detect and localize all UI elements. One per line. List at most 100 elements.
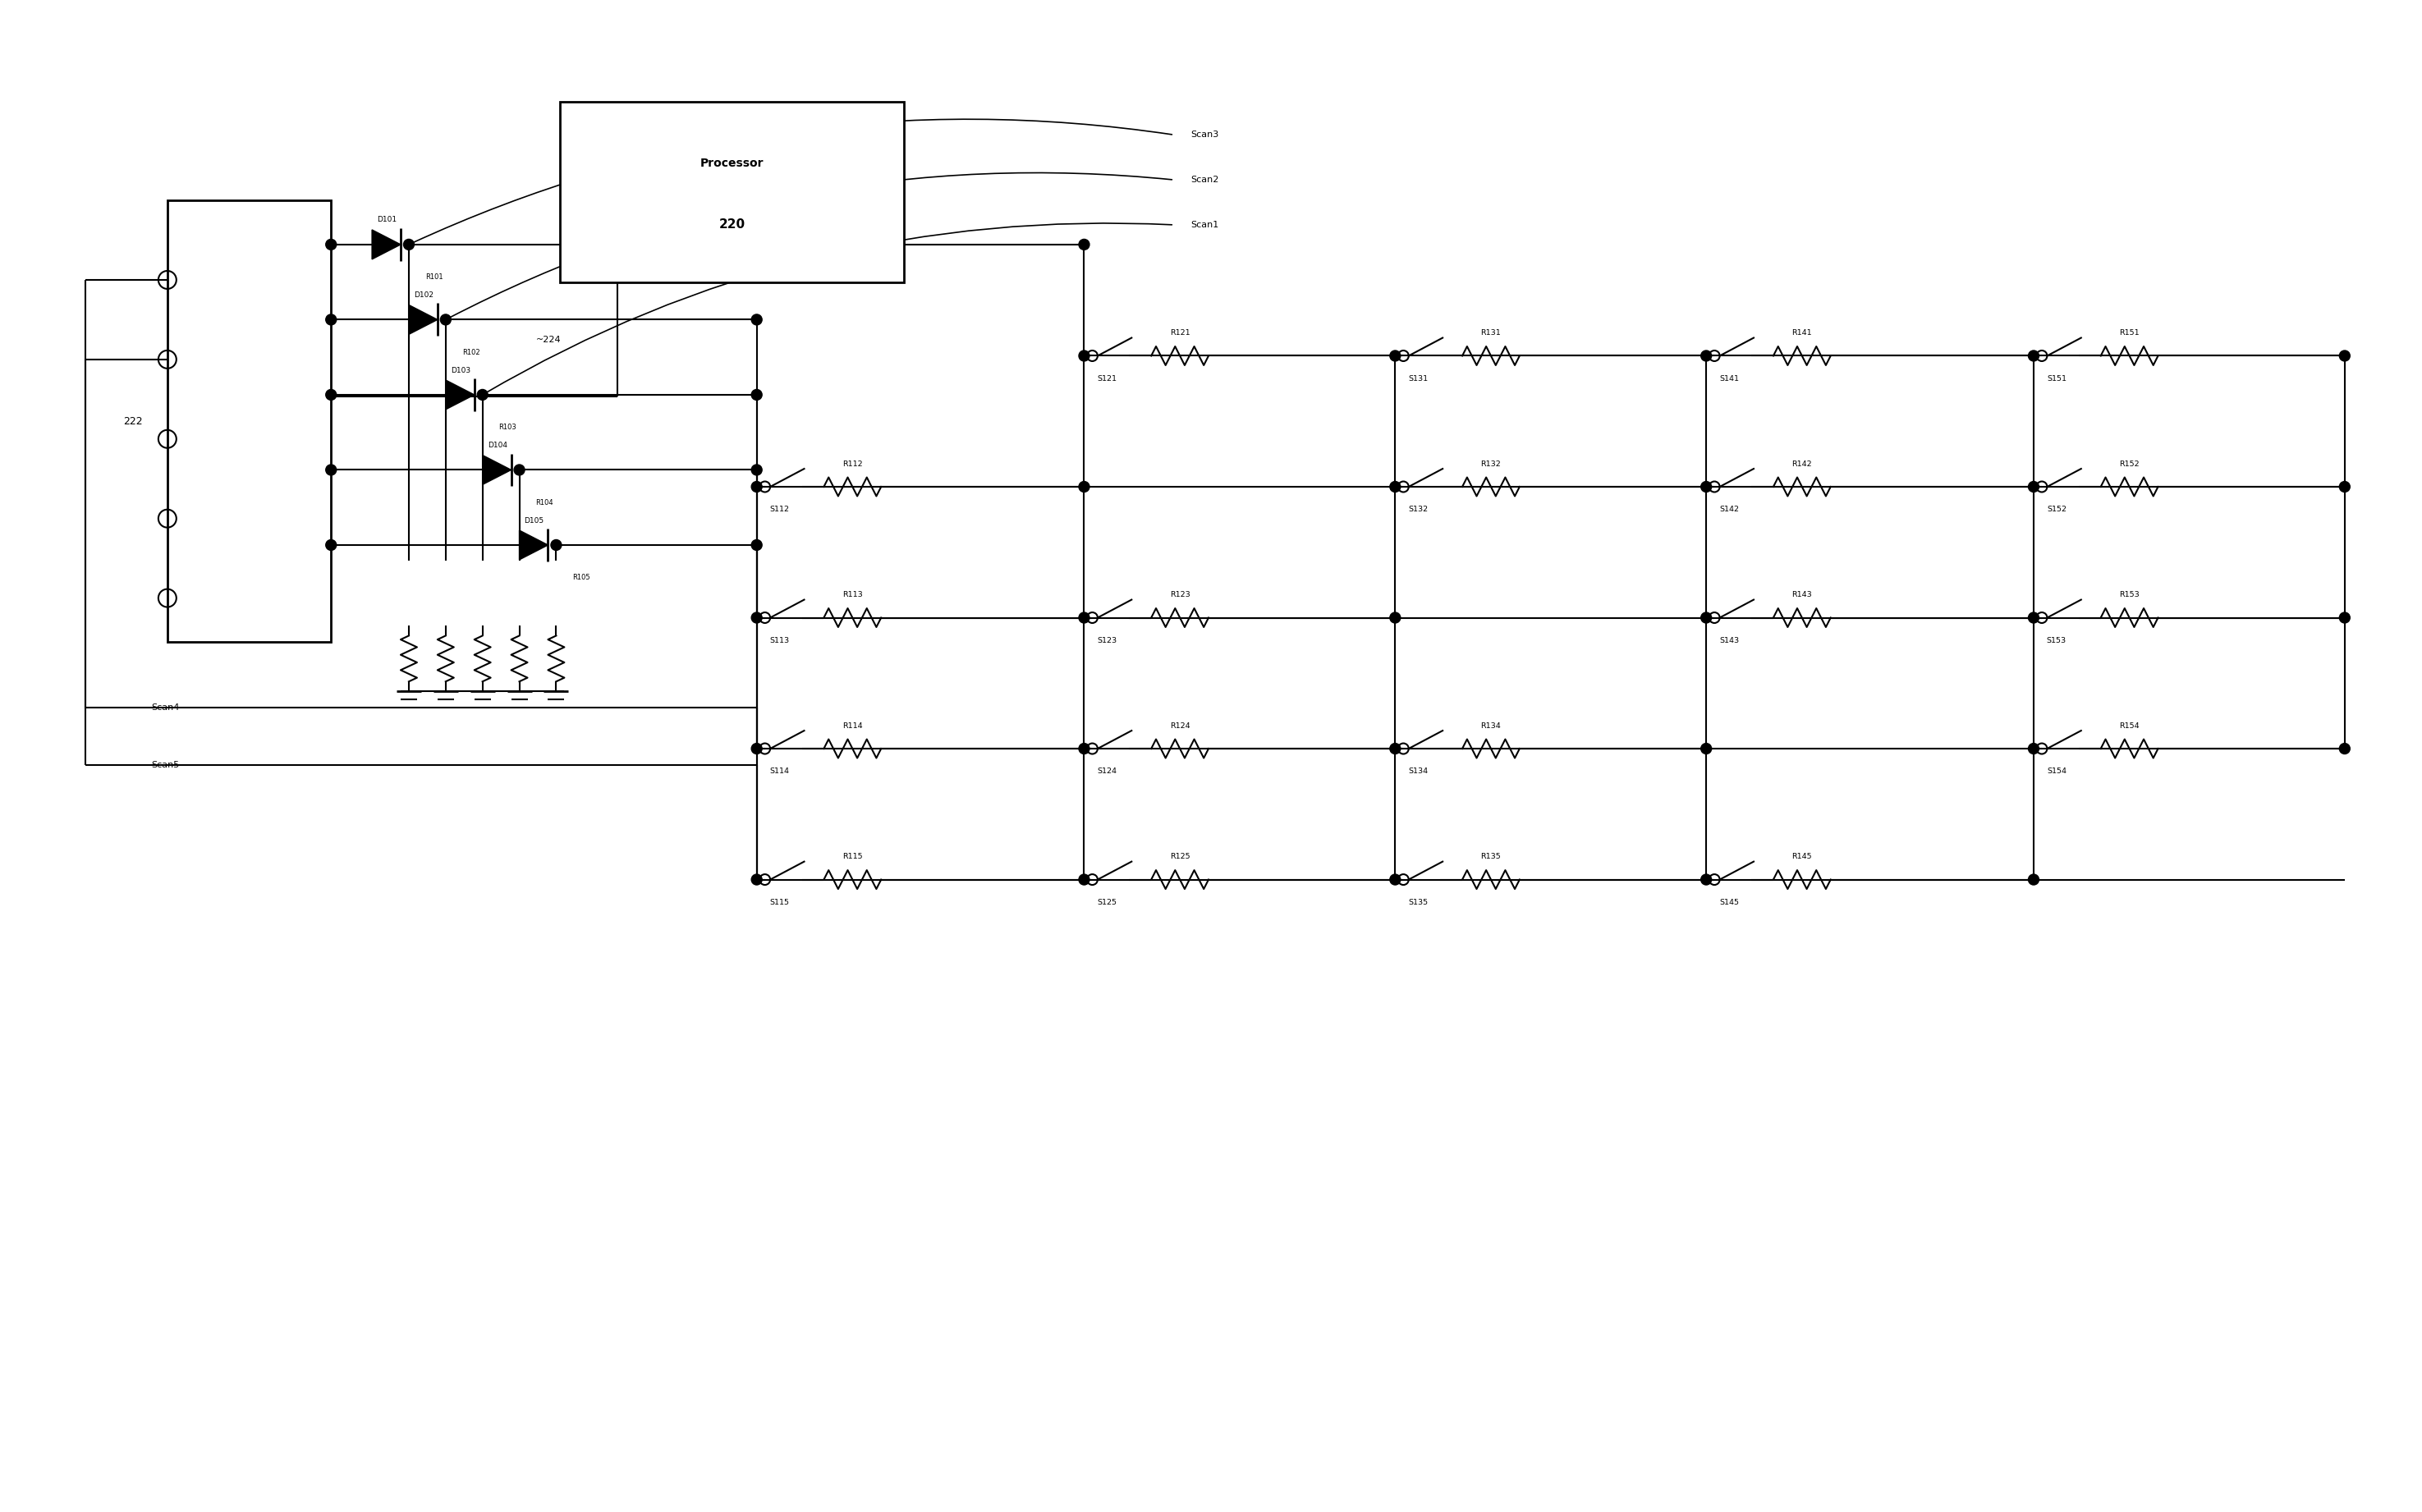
Text: ~224: ~224 (535, 336, 562, 343)
Circle shape (477, 390, 487, 401)
Text: S143: S143 (1720, 637, 1739, 644)
Polygon shape (373, 230, 400, 259)
Text: S142: S142 (1720, 507, 1739, 514)
Text: S151: S151 (2047, 375, 2066, 383)
Text: R101: R101 (426, 274, 443, 281)
Text: R105: R105 (572, 575, 591, 582)
Circle shape (1390, 874, 1400, 885)
Text: Scan3: Scan3 (1192, 130, 1218, 139)
Circle shape (751, 744, 763, 754)
Circle shape (1078, 612, 1090, 623)
Circle shape (2027, 612, 2039, 623)
Text: R131: R131 (1480, 330, 1502, 337)
Text: Scan2: Scan2 (1192, 175, 1218, 184)
Text: R142: R142 (1792, 460, 1812, 467)
Circle shape (751, 612, 763, 623)
Text: R145: R145 (1792, 853, 1812, 860)
Text: R143: R143 (1792, 591, 1812, 599)
Circle shape (751, 314, 763, 325)
Circle shape (2340, 612, 2349, 623)
Text: R121: R121 (1170, 330, 1189, 337)
Text: S125: S125 (1097, 898, 1117, 906)
Circle shape (751, 481, 763, 491)
Text: Scan1: Scan1 (1192, 221, 1218, 228)
Bar (167, 200, 332, 643)
Text: D104: D104 (487, 442, 506, 449)
Circle shape (2340, 481, 2349, 491)
Circle shape (751, 464, 763, 475)
Text: S134: S134 (1407, 768, 1429, 776)
Circle shape (1078, 744, 1090, 754)
Circle shape (1390, 612, 1400, 623)
Text: S123: S123 (1097, 637, 1117, 644)
Circle shape (1700, 612, 1712, 623)
Text: S145: S145 (1720, 898, 1739, 906)
Text: S154: S154 (2047, 768, 2066, 776)
Text: R153: R153 (2119, 591, 2139, 599)
Text: R112: R112 (843, 460, 862, 467)
Circle shape (2027, 481, 2039, 491)
Text: 220: 220 (719, 219, 746, 231)
Text: Scan4: Scan4 (150, 703, 179, 712)
Text: S112: S112 (770, 507, 790, 514)
Circle shape (441, 314, 450, 325)
Text: R115: R115 (843, 853, 862, 860)
Circle shape (1390, 481, 1400, 491)
Text: R132: R132 (1480, 460, 1502, 467)
Text: R103: R103 (499, 423, 516, 431)
Text: S121: S121 (1097, 375, 1117, 383)
Text: S132: S132 (1407, 507, 1429, 514)
Text: S131: S131 (1407, 375, 1429, 383)
Text: Processor: Processor (700, 157, 763, 169)
Text: R102: R102 (463, 349, 480, 355)
Circle shape (1700, 744, 1712, 754)
Text: Scan5: Scan5 (150, 761, 179, 770)
Circle shape (325, 464, 337, 475)
Circle shape (325, 540, 337, 550)
Text: S115: S115 (770, 898, 790, 906)
Polygon shape (482, 455, 511, 485)
Circle shape (2027, 351, 2039, 361)
Text: S124: S124 (1097, 768, 1117, 776)
Circle shape (325, 390, 337, 401)
Circle shape (1078, 481, 1090, 491)
Circle shape (2340, 744, 2349, 754)
Circle shape (1078, 874, 1090, 885)
Text: R152: R152 (2119, 460, 2139, 467)
Text: D103: D103 (450, 366, 470, 373)
Circle shape (1700, 481, 1712, 491)
Text: R125: R125 (1170, 853, 1189, 860)
Text: D101: D101 (378, 216, 397, 224)
Text: R154: R154 (2119, 723, 2139, 729)
Circle shape (1078, 351, 1090, 361)
Text: D102: D102 (414, 292, 434, 299)
Text: R141: R141 (1792, 330, 1812, 337)
Text: S141: S141 (1720, 375, 1739, 383)
Circle shape (513, 464, 526, 475)
Circle shape (325, 314, 337, 325)
Circle shape (404, 239, 414, 249)
Text: 222: 222 (124, 416, 143, 426)
Text: R151: R151 (2119, 330, 2139, 337)
Circle shape (751, 540, 763, 550)
Text: D105: D105 (523, 517, 545, 525)
Circle shape (2027, 874, 2039, 885)
Circle shape (1700, 351, 1712, 361)
Text: R104: R104 (535, 499, 555, 507)
Circle shape (550, 540, 562, 550)
Text: R124: R124 (1170, 723, 1189, 729)
Bar (559, 103, 903, 283)
Circle shape (1390, 744, 1400, 754)
Text: R134: R134 (1480, 723, 1502, 729)
Text: S113: S113 (770, 637, 790, 644)
Circle shape (1078, 239, 1090, 249)
Text: S153: S153 (2047, 637, 2066, 644)
Text: R114: R114 (843, 723, 862, 729)
Circle shape (751, 390, 763, 401)
Text: S114: S114 (770, 768, 790, 776)
Circle shape (751, 874, 763, 885)
Text: S152: S152 (2047, 507, 2066, 514)
Text: S135: S135 (1407, 898, 1429, 906)
Circle shape (1390, 351, 1400, 361)
Polygon shape (518, 531, 547, 559)
